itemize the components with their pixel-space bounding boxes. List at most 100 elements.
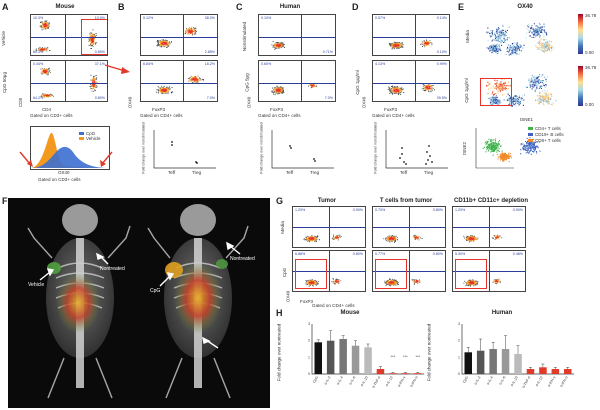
dot-plot-y-label: Fold change over nonstimulated [141,122,146,174]
label-vehicle: Vehicle [28,282,45,288]
colorbar-top-2: 36.78 [585,65,597,70]
dot-plot-x-label: Treg [310,170,320,175]
data-point [401,153,403,155]
dot-plot-x-label: Teff [400,170,408,175]
error-bar [466,347,470,353]
data-point [405,163,407,165]
quadrant-pct: 0.70% [375,208,386,212]
panel-a-caption: Gated on CD3+ cells [30,113,73,118]
panel-c-y-axis: OX40 [246,96,252,109]
error-bar [491,342,495,349]
bar [489,349,497,374]
quadrant-pct: 0.10% [436,50,447,54]
gate-box [295,259,327,289]
bar [476,350,485,374]
quadrant-pct: 10.3% [33,16,44,20]
panel-a-row-cpg: CpG 50μg [2,71,8,94]
panel-label-f: F [2,196,8,206]
error-bar [316,339,320,343]
bar-category-label: α-IL-12 [385,375,394,387]
colorbar-bot-1: 0.00 [585,50,594,55]
data-point [289,145,291,147]
g-flow-r1-c2: 5.30% 0.48% [452,250,526,292]
legend-swatch-cpg [79,132,84,135]
legend-swatch-cd4 [528,127,533,130]
panel-e-title: OX40 [517,4,533,10]
error-bar [329,330,333,341]
quadrant-pct: 2.85% [204,50,215,54]
data-point [429,155,431,157]
data-point [431,161,433,163]
panel-label-b: B [118,2,125,12]
panel-c-row-nonstim: Nonstimulated [242,21,248,52]
panel-label-a: A [2,2,9,12]
bar-category-label: α-IL-10 [360,375,369,387]
g-flow-r0-c2: 1.20% 0.90% [452,206,526,248]
legend-cpg: CpG [86,131,96,136]
quadrant-pct: 7.0% [206,96,215,100]
panel-b-x-axis: FoxP3 [152,107,166,112]
panel-d-x-axis: FoxP3 [384,107,398,112]
error-bar [391,372,395,374]
error-bar [416,372,420,374]
g-flow-r1-c1: 0.77% 0.80% [372,250,446,292]
panel-d-caption: Gated on CD4+ cells [372,113,415,118]
bar-category-label: α-IFN-γ [397,375,406,387]
panel-c-flow-bottom: 0.60% 7.0% [258,60,336,102]
g-flow-r0-c1: 0.70% 0.80% [372,206,446,248]
dot-plot-axis [271,130,334,169]
bar-category-label: α-IL-4 [336,375,344,385]
y-tick-label: 2 [308,339,310,343]
tsne-x-axis: tSNE1 [520,117,534,122]
colorbar-top-1: 36.78 [585,13,597,18]
mouse-scans [27,204,249,399]
bar-category-label: α-IL-12 [535,375,544,387]
legend-swatch-cd19 [528,133,533,136]
quadrant-pct: 0.80% [94,96,105,100]
panel-a-row-vehicle: Vehicle [0,31,6,46]
error-bar [541,363,545,368]
quadrant-pct: 80.3% [33,50,44,54]
g-y-axis: OX40 [285,290,291,303]
bar-axis [311,324,424,375]
bar-category-label: α-IFN-α [559,376,568,388]
g-row-media: Media [279,221,285,234]
panel-label-c: C [236,2,243,12]
gate-box [81,19,107,55]
panel-label-e: E [458,2,465,12]
bar [414,373,422,374]
quadrant-pct: 0.14% [436,16,447,20]
bar-category-label: α-IL-2 [473,375,481,385]
quadrant-pct: 0.57% [375,16,386,20]
arrow-a-to-b [105,64,130,74]
error-bar [378,366,382,369]
hist-caption: Gated on CD3+ cells [38,177,81,182]
data-point [171,141,173,143]
bar [376,369,385,374]
panel-e-row-cpg: CpG 1μg/ml [463,78,469,103]
panel-a-title: Mouse [55,4,75,10]
bar-category-label: α-IFN-γ [547,375,556,387]
data-point [428,145,430,147]
error-bar [354,340,358,346]
error-bar [566,367,570,369]
data-point [314,160,316,162]
bar-category-label: α-IL-10 [510,375,519,387]
bar [326,340,335,374]
dot-plot-axis [385,130,448,169]
y-tick-label: 1 [308,355,310,359]
quadrant-pct: 0.90% [512,208,523,212]
h-left-title: Mouse [340,310,360,316]
quadrant-pct: 0.77% [375,252,386,256]
error-bar [341,335,345,339]
gate-box [455,259,487,289]
panel-label-g: G [276,196,284,206]
g-row-cpg: CpG [282,267,288,278]
bar [526,369,535,374]
dot-plot-b: Fold change over nonstimulated Teff Treg [140,122,220,180]
bar-axis [461,324,574,375]
hist-arrow-right [100,151,113,167]
panel-a-histogram: CpG Vehicle [30,126,110,170]
bar [339,339,347,374]
bar-category-label: α-IFN-α [409,376,418,388]
